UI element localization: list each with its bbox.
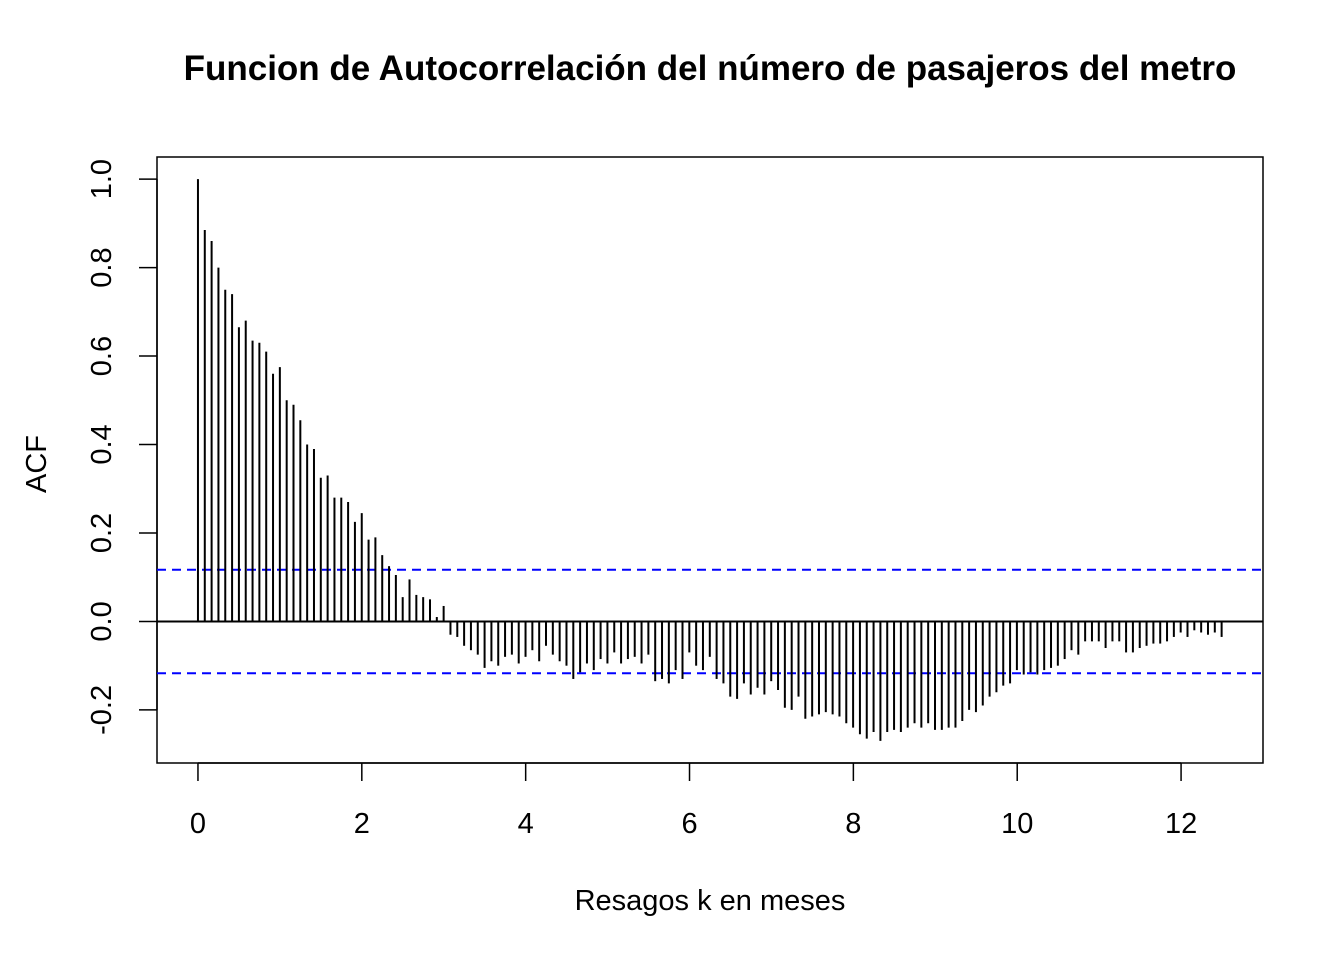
x-tick-label: 2 (354, 808, 370, 840)
x-tick-label: 0 (190, 808, 206, 840)
y-tick-label: 0.8 (86, 247, 118, 287)
plot-frame (156, 156, 1264, 764)
x-tick-label: 12 (1165, 808, 1197, 840)
x-tick-label: 4 (518, 808, 534, 840)
x-tick-label: 6 (681, 808, 697, 840)
y-tick-label: -0.2 (86, 685, 118, 735)
x-axis-label: Resagos k en meses (575, 885, 846, 917)
y-axis-label: ACF (21, 435, 53, 493)
x-tick-label: 10 (1001, 808, 1033, 840)
y-tick-label: 0.6 (86, 336, 118, 376)
y-tick-label: 1.0 (86, 159, 118, 199)
y-tick-label: 0.2 (86, 513, 118, 553)
plot-area: 0 2 4 6 8 10 12 -0.2 0.0 0.2 0.4 0.6 0.8 1.0 (86, 156, 1264, 840)
chart-title: Funcion de Autocorrelación del número de… (184, 49, 1237, 88)
y-tick-label: 0.4 (86, 424, 118, 464)
y-tick-label: 0.0 (86, 601, 118, 641)
x-tick-label: 8 (845, 808, 861, 840)
